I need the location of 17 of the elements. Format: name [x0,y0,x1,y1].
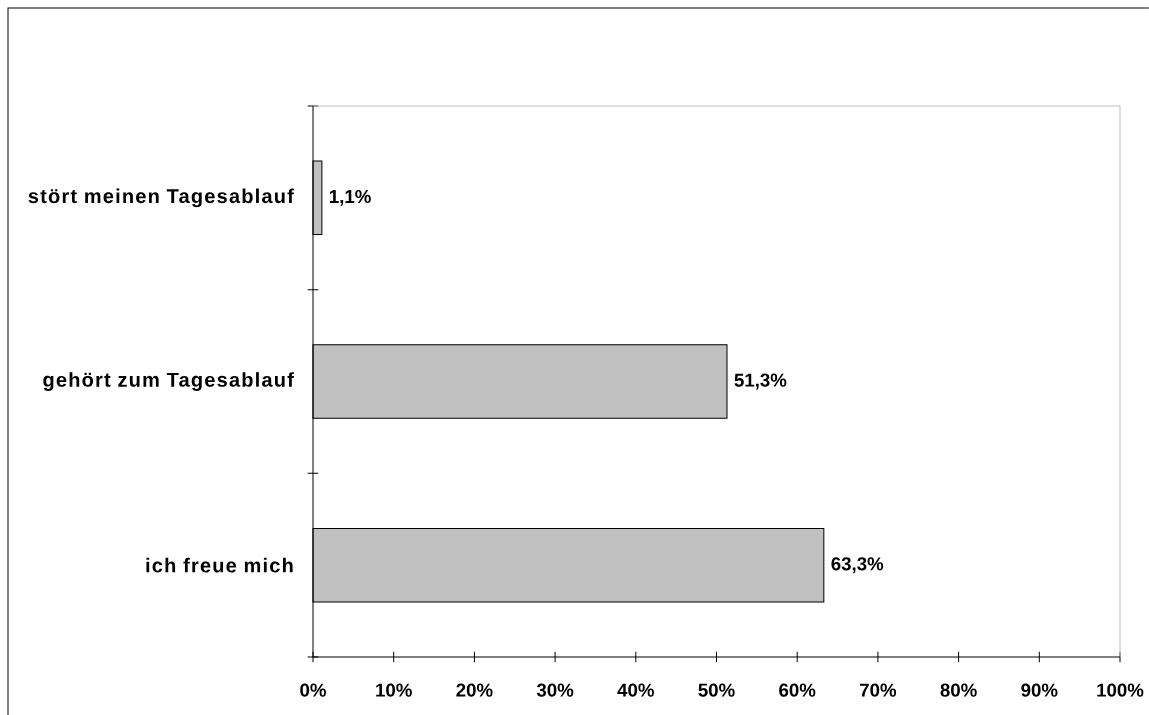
x-tick-label: 90% [1021,683,1058,697]
x-tick-label: 80% [940,683,977,697]
y-tick-label: stört meinen Tagesablauf [28,188,294,208]
x-tick-label: 0% [300,683,326,697]
x-tick-label: 40% [617,683,654,697]
x-tick-label: 100% [1097,683,1144,697]
x-tick-label: 50% [698,683,735,697]
y-tick-label: ich freue mich [146,557,293,573]
data-label: 63,3% [831,557,884,574]
x-tick-label: 30% [536,683,574,697]
x-tick-label: 70% [860,683,897,697]
x-tick-label: 20% [456,683,493,697]
data-label: 51,3% [734,373,787,390]
data-label: 1,1% [329,189,371,206]
x-tick-label: 10% [376,683,412,697]
x-tick-label: 60% [779,683,816,697]
y-tick-label: gehört zum Tagesablauf [43,372,294,391]
